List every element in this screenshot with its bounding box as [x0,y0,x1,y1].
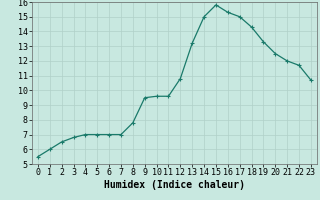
X-axis label: Humidex (Indice chaleur): Humidex (Indice chaleur) [104,180,245,190]
